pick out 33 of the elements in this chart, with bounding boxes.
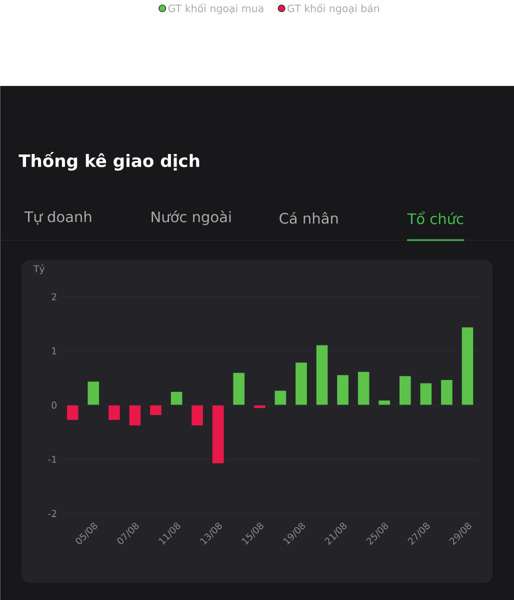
bar [170, 391, 183, 406]
bar [294, 362, 308, 406]
chart-title: Thống kê giao dịch [18, 152, 199, 171]
y-tick-label: -1 [48, 456, 56, 463]
text: Cá nhân [279, 212, 338, 224]
text: Tự doanh [24, 211, 91, 225]
bar [128, 404, 142, 426]
bar [440, 379, 453, 406]
legend-label: GT khối ngoại mua [168, 3, 263, 14]
legend-label: GT khối ngoại bán [287, 3, 379, 14]
bar [232, 372, 246, 406]
y-tick-label: -2 [48, 510, 56, 517]
y-tick-label: 1 [52, 347, 56, 354]
y-tick-label: 0 [52, 402, 56, 409]
text: Tổ chức [407, 212, 463, 224]
bar [419, 382, 432, 406]
text: Nước ngoài [151, 210, 230, 226]
bar [378, 400, 391, 406]
bar [357, 371, 370, 406]
bar [149, 404, 162, 416]
bar [460, 326, 474, 406]
bar [66, 404, 79, 421]
y-tick-label: 2 [52, 293, 56, 300]
bar [336, 374, 349, 406]
bar [398, 375, 412, 406]
bar [190, 404, 204, 426]
bar [108, 404, 120, 421]
bar [86, 380, 100, 406]
bar [315, 344, 328, 406]
bar [212, 404, 224, 464]
bar [253, 404, 266, 409]
bar [274, 390, 287, 406]
y-axis-title: Tỷ [33, 264, 44, 274]
